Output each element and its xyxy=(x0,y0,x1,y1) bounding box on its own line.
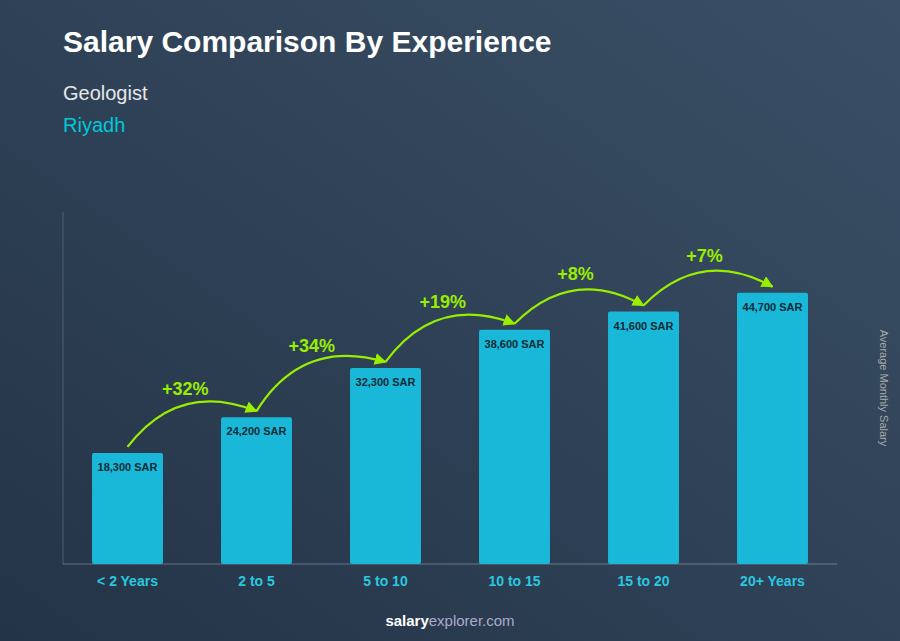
value-label: 44,700 SAR xyxy=(743,301,803,313)
x-axis-line xyxy=(63,564,837,565)
value-label: 38,600 SAR xyxy=(485,338,545,350)
value-label: 32,300 SAR xyxy=(356,376,416,388)
bars xyxy=(92,293,808,564)
x-tick-label: 10 to 15 xyxy=(488,573,540,589)
change-label: +32% xyxy=(162,379,209,399)
bar xyxy=(608,312,679,564)
subtitle: Geologist xyxy=(63,82,148,104)
x-tick-label: 15 to 20 xyxy=(617,573,669,589)
x-tick-label: 20+ Years xyxy=(740,573,805,589)
value-label: 41,600 SAR xyxy=(614,320,674,332)
change-arrow xyxy=(257,356,386,411)
x-tick-label: 5 to 10 xyxy=(363,573,408,589)
chart: 18,300 SAR 24,200 SAR 32,300 SAR 38,600 SAR… xyxy=(0,0,900,641)
x-tick-label: < 2 Years xyxy=(97,573,158,589)
change-label: +34% xyxy=(288,336,335,356)
change-label: +8% xyxy=(557,264,594,284)
bar xyxy=(221,417,292,564)
footer-part: salary xyxy=(385,612,429,629)
change-arrow xyxy=(644,271,773,306)
y-axis-line xyxy=(63,212,64,564)
x-tick-label: 2 to 5 xyxy=(238,573,275,589)
change-arrow xyxy=(515,289,644,323)
change-arrow xyxy=(386,315,515,362)
bar xyxy=(479,330,550,564)
change-label: +19% xyxy=(419,292,466,312)
background xyxy=(0,0,900,641)
change-arrow xyxy=(128,401,257,447)
y-axis-label: Average Monthly Salary xyxy=(878,330,890,447)
bar xyxy=(737,293,808,564)
subtitle: Riyadh xyxy=(63,114,125,136)
value-label: 18,300 SAR xyxy=(98,461,158,473)
footer: salaryexplorer.com xyxy=(385,612,514,629)
bar xyxy=(350,368,421,564)
value-label: 24,200 SAR xyxy=(227,425,287,437)
title: Salary Comparison By Experience xyxy=(63,25,552,58)
change-label: +7% xyxy=(686,246,723,266)
footer-part: explorer.com xyxy=(429,612,515,629)
bar xyxy=(92,453,163,564)
